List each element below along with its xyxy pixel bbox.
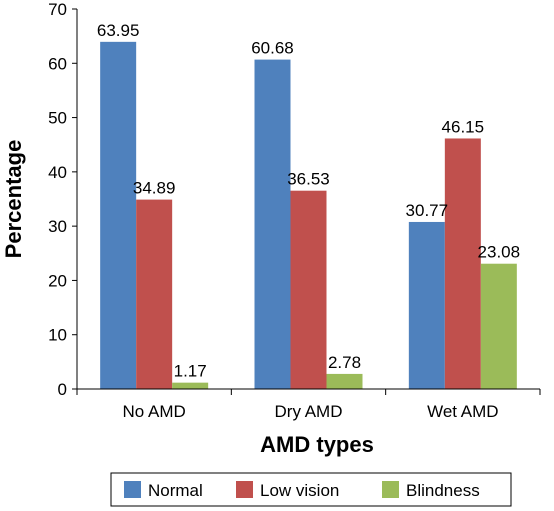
legend-label: Blindness (406, 481, 480, 500)
bar-blindness (172, 382, 209, 389)
bar-blindness (480, 263, 517, 389)
legend-swatch-blindness (382, 481, 399, 498)
data-label: 36.53 (287, 170, 330, 189)
data-label: 2.78 (328, 353, 361, 372)
x-axis-ticks: No AMD Dry AMD Wet AMD (76, 389, 541, 421)
data-labels-group: 63.95 34.89 1.17 60.68 36.53 2.78 30.77 46.15 23… (97, 21, 520, 381)
axes (76, 9, 540, 390)
legend-swatch-low-vision (236, 481, 253, 498)
legend-box (110, 472, 512, 507)
bar-low-vision (136, 199, 173, 389)
bars-group (100, 41, 517, 389)
legend: Normal Low vision Blindness (110, 472, 512, 507)
data-label: 30.77 (406, 201, 449, 220)
y-tick-label: 10 (48, 326, 67, 345)
y-tick-label: 30 (48, 217, 67, 236)
bar-blindness (326, 373, 363, 389)
data-label: 1.17 (174, 362, 207, 381)
bar-normal (408, 221, 445, 389)
y-axis-ticks: 0 10 20 30 40 50 60 70 (48, 0, 77, 399)
x-tick-label: Dry AMD (275, 402, 343, 421)
legend-label: Low vision (260, 481, 339, 500)
x-tick-label: Wet AMD (427, 402, 498, 421)
y-tick-label: 60 (48, 54, 67, 73)
y-tick-label: 50 (48, 109, 67, 128)
x-axis-title: AMD types (260, 432, 374, 457)
bar-normal (100, 41, 137, 389)
x-tick-label: No AMD (123, 402, 186, 421)
bar-low-vision (290, 190, 327, 389)
data-label: 34.89 (133, 179, 176, 198)
legend-label: Normal (148, 481, 203, 500)
y-tick-label: 0 (58, 380, 67, 399)
y-tick-label: 40 (48, 163, 67, 182)
y-axis-title: Percentage (1, 140, 26, 259)
data-label: 60.68 (251, 39, 294, 58)
data-label: 63.95 (97, 21, 140, 40)
bar-low-vision (444, 138, 481, 389)
y-tick-label: 70 (48, 0, 67, 19)
data-label: 46.15 (442, 117, 485, 136)
legend-swatch-normal (124, 481, 141, 498)
y-tick-label: 20 (48, 271, 67, 290)
data-label: 23.08 (478, 243, 521, 262)
bar-normal (254, 59, 291, 389)
